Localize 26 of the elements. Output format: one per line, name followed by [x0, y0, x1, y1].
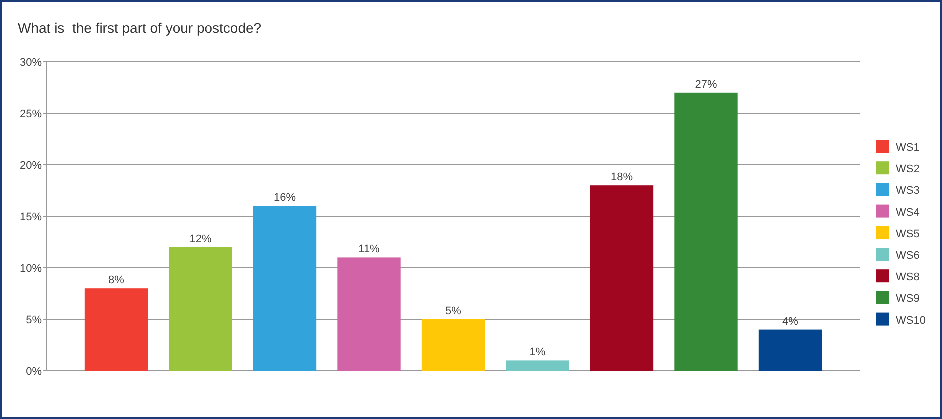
y-tick-label: 25% [20, 108, 42, 120]
legend-label: WS1 [896, 142, 920, 154]
data-label: 16% [274, 192, 296, 204]
chart-title: What is the first part of your postcode? [18, 20, 262, 36]
legend-label: WS6 [896, 250, 920, 262]
data-label: 1% [530, 346, 546, 359]
legend-label: WS5 [896, 228, 920, 240]
y-tick-label: 20% [20, 160, 42, 172]
legend-label: WS9 [896, 293, 920, 306]
data-label: 12% [190, 233, 212, 246]
data-label: 11% [358, 244, 380, 256]
y-tick-label: 0% [26, 366, 42, 378]
legend-label: WS4 [896, 206, 920, 219]
legend-label: WS3 [896, 185, 920, 198]
legend-label: WS2 [896, 164, 920, 176]
data-label: 5% [446, 306, 462, 318]
data-label: 4% [782, 316, 799, 328]
data-label: 8% [108, 274, 125, 287]
data-label: 18% [610, 172, 634, 184]
y-tick-label: 10% [20, 263, 42, 275]
y-tick-label: 5% [26, 314, 42, 326]
legend-label: WS10 [896, 314, 926, 327]
y-tick-label: 30% [20, 57, 42, 69]
data-label: 27% [695, 78, 718, 91]
legend-label: WS8 [896, 272, 920, 284]
y-tick-label: 15% [20, 212, 42, 224]
